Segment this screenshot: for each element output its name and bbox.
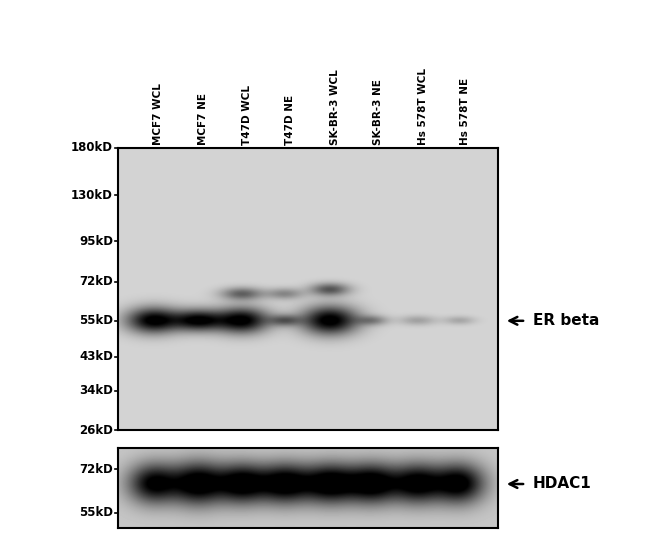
- Text: SK-BR-3 WCL: SK-BR-3 WCL: [330, 69, 340, 145]
- Text: SK-BR-3 NE: SK-BR-3 NE: [373, 79, 383, 145]
- Text: 180kD: 180kD: [71, 142, 113, 155]
- Text: 72kD: 72kD: [79, 275, 113, 288]
- Text: 55kD: 55kD: [79, 314, 113, 327]
- Text: 34kD: 34kD: [79, 384, 113, 397]
- Text: MCF7 WCL: MCF7 WCL: [153, 83, 163, 145]
- Text: Hs 578T NE: Hs 578T NE: [460, 78, 470, 145]
- Text: 130kD: 130kD: [71, 189, 113, 202]
- Text: 72kD: 72kD: [79, 462, 113, 476]
- Text: MCF7 NE: MCF7 NE: [198, 93, 208, 145]
- Text: Hs 578T WCL: Hs 578T WCL: [418, 68, 428, 145]
- Text: HDAC1: HDAC1: [533, 476, 592, 491]
- Text: 43kD: 43kD: [79, 350, 113, 363]
- Text: T47D WCL: T47D WCL: [242, 85, 252, 145]
- Text: 55kD: 55kD: [79, 506, 113, 519]
- Text: ER beta: ER beta: [533, 313, 599, 328]
- Text: 95kD: 95kD: [79, 235, 113, 248]
- Text: T47D NE: T47D NE: [285, 95, 295, 145]
- Text: 26kD: 26kD: [79, 424, 113, 437]
